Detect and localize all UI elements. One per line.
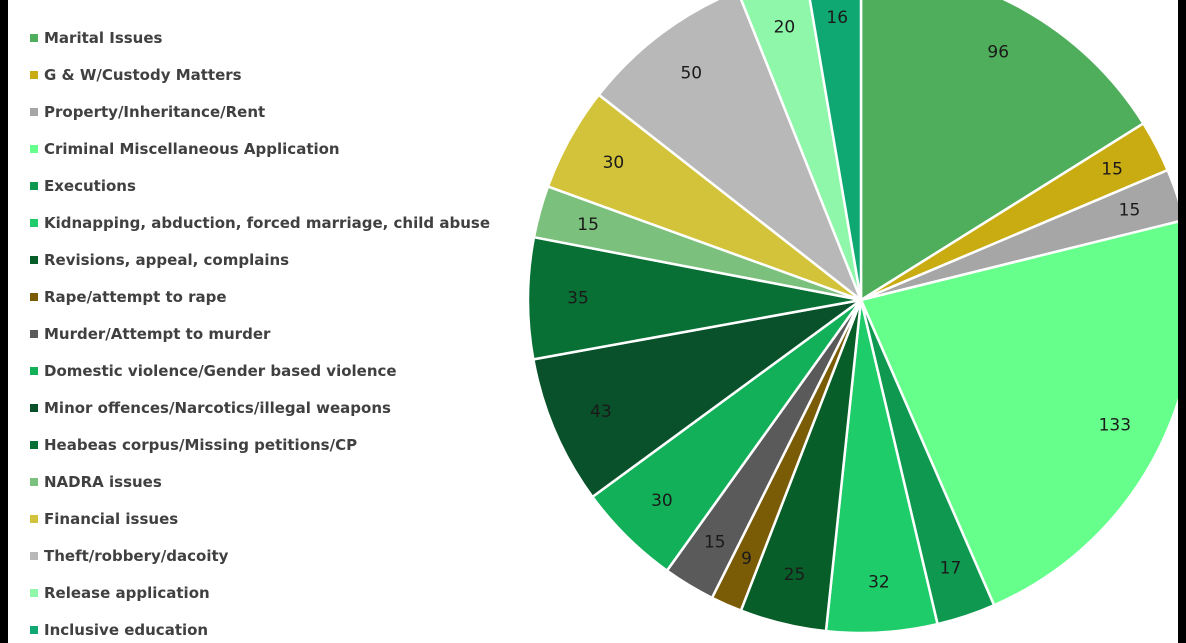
legend-swatch [30, 218, 38, 227]
legend-label: Domestic violence/Gender based violence [44, 361, 397, 380]
legend-swatch [30, 292, 38, 301]
legend-label: G & W/Custody Matters [44, 65, 242, 84]
legend-swatch [30, 144, 38, 153]
legend-label: Property/Inheritance/Rent [44, 102, 266, 121]
legend-swatch [30, 33, 38, 42]
legend-swatch [30, 514, 38, 523]
legend-swatch [30, 477, 38, 486]
legend-item: Revisions, appeal, complains [30, 241, 490, 278]
pie-slice [526, 235, 862, 361]
pie-chart: 96 15 15 133 17 32 25 9 15 30 43 35 15 30 50 20 16 [526, 0, 1178, 635]
legend-swatch [30, 107, 38, 116]
data-label: 15 [577, 215, 599, 235]
pie-slice [531, 298, 862, 499]
data-label: 17 [940, 559, 962, 579]
legend-item: Inclusive education [30, 611, 490, 643]
data-label: 15 [1119, 201, 1141, 221]
data-label: 16 [826, 8, 848, 28]
legend-item: Kidnapping, abduction, forced marriage, … [30, 204, 490, 241]
legend-item: Minor offences/Narcotics/illegal weapons [30, 389, 490, 426]
legend-label: Financial issues [44, 509, 179, 528]
data-label: 15 [1101, 159, 1123, 179]
legend-item: Financial issues [30, 500, 490, 537]
legend-label: Inclusive education [44, 620, 209, 639]
legend-swatch [30, 329, 38, 338]
legend-label: Heabeas corpus/Missing petitions/CP [44, 435, 358, 454]
data-label: 30 [603, 153, 625, 173]
pie-slice [808, 0, 863, 301]
data-label: 50 [680, 64, 702, 84]
legend-swatch [30, 625, 38, 634]
legend-item: Executions [30, 167, 490, 204]
legend-item: Criminal Miscellaneous Application [30, 130, 490, 167]
chart-legend: Marital Issues G & W/Custody Matters Prope… [30, 19, 490, 643]
data-label: 20 [774, 18, 796, 38]
data-label: 25 [784, 565, 806, 585]
data-label: 96 [987, 42, 1009, 62]
legend-swatch [30, 255, 38, 264]
data-label: 43 [590, 402, 612, 422]
legend-item: Theft/robbery/dacoity [30, 537, 490, 574]
legend-item: G & W/Custody Matters [30, 56, 490, 93]
data-label: 30 [651, 491, 673, 511]
legend-swatch [30, 181, 38, 190]
pie-slice [859, 0, 1146, 303]
legend-item: Heabeas corpus/Missing petitions/CP [30, 426, 490, 463]
legend-item: Rape/attempt to rape [30, 278, 490, 315]
legend-item: NADRA issues [30, 463, 490, 500]
data-label: 133 [1099, 415, 1131, 435]
pie-slice [597, 0, 864, 304]
legend-item: Murder/Attempt to murder [30, 315, 490, 352]
legend-label: Murder/Attempt to murder [44, 324, 271, 343]
legend-swatch [30, 551, 38, 560]
pie-slice [859, 220, 1178, 607]
legend-item: Property/Inheritance/Rent [30, 93, 490, 130]
legend-swatch [30, 366, 38, 375]
legend-label: Executions [44, 176, 136, 195]
legend-label: Kidnapping, abduction, forced marriage, … [44, 213, 490, 232]
data-label: 35 [567, 289, 589, 309]
legend-swatch [30, 403, 38, 412]
legend-label: NADRA issues [44, 472, 162, 491]
legend-label: Criminal Miscellaneous Application [44, 139, 340, 158]
pie-slice [739, 0, 863, 301]
legend-label: Minor offences/Narcotics/illegal weapons [44, 398, 391, 417]
legend-label: Theft/robbery/dacoity [44, 546, 229, 565]
legend-label: Revisions, appeal, complains [44, 250, 290, 269]
legend-item: Domestic violence/Gender based violence [30, 352, 490, 389]
pie-slice [860, 168, 1178, 302]
legend-swatch [30, 588, 38, 597]
legend-swatch [30, 70, 38, 79]
legend-label: Marital Issues [44, 28, 163, 47]
data-label: 32 [868, 573, 890, 593]
chart-frame: Marital Issues G & W/Custody Matters Prope… [8, 0, 1178, 643]
data-label: 9 [741, 549, 752, 569]
legend-swatch [30, 440, 38, 449]
legend-label: Rape/attempt to rape [44, 287, 227, 306]
data-label: 15 [704, 532, 726, 552]
legend-item: Marital Issues [30, 19, 490, 56]
legend-label: Release application [44, 583, 210, 602]
legend-item: Release application [30, 574, 490, 611]
